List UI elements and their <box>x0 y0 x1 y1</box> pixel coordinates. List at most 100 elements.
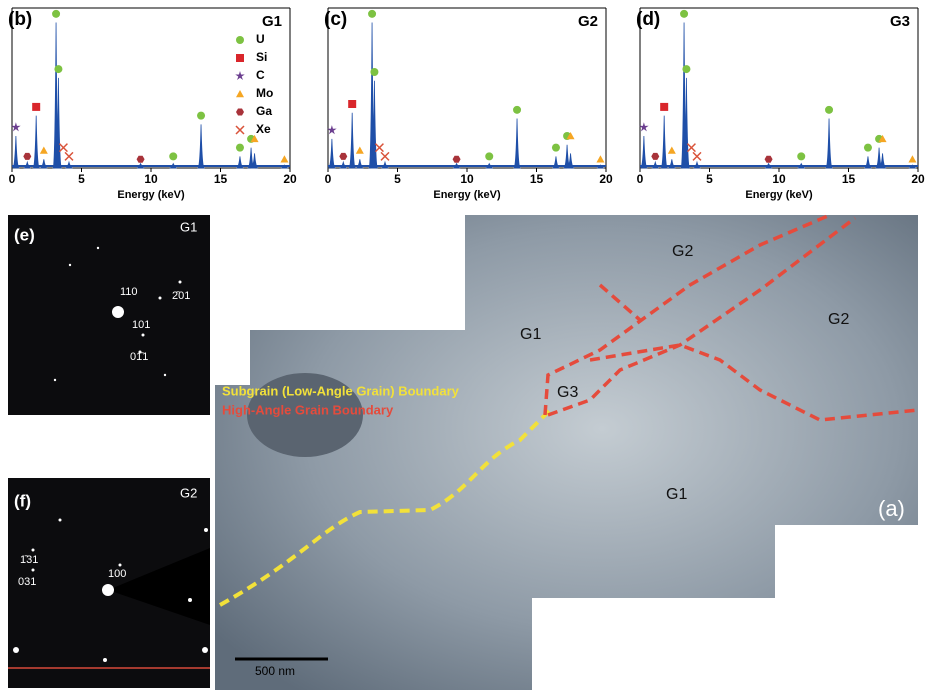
panel-title: G1 <box>262 13 282 30</box>
marker <box>687 144 695 152</box>
legend-symbol <box>235 71 245 80</box>
panel-label: (b) <box>8 9 32 30</box>
panel-label: (e) <box>14 225 35 244</box>
legend-text: Subgrain (Low-Angle Grain) Boundary <box>222 383 460 398</box>
marker <box>668 147 676 154</box>
marker <box>52 10 60 18</box>
legend-label: U <box>256 32 265 46</box>
figure: (e) G1 110 2̄01 101 01̄1 (f) G2 1̄31 031… <box>0 0 932 692</box>
marker <box>552 144 560 152</box>
spot-label: 100 <box>108 568 126 580</box>
x-tick-label: 15 <box>530 172 544 186</box>
marker <box>596 155 604 162</box>
marker <box>370 68 378 76</box>
spot-label: 2̄01 <box>172 290 190 302</box>
marker <box>368 10 376 18</box>
marker <box>381 152 389 160</box>
x-axis-label: Energy (keV) <box>433 189 501 201</box>
legend-symbol <box>236 54 244 62</box>
marker <box>375 144 383 152</box>
grain-label: G2 <box>180 485 197 500</box>
peak <box>641 136 647 168</box>
marker <box>825 106 833 114</box>
marker <box>280 155 288 162</box>
legend-label: Xe <box>256 122 271 136</box>
marker <box>40 147 48 154</box>
marker <box>660 103 668 111</box>
grain-label: G3 <box>557 384 578 401</box>
panel-label: (a) <box>878 496 905 521</box>
grain-label: G1 <box>666 486 687 503</box>
legend-text: High-Angle Grain Boundary <box>222 402 394 417</box>
x-axis-label: Energy (keV) <box>745 189 813 201</box>
peak <box>198 124 204 168</box>
legend-label: C <box>256 68 265 82</box>
peak <box>661 116 667 168</box>
legend-symbol <box>236 36 244 44</box>
grain-label: G2 <box>828 311 849 328</box>
panel-title: G2 <box>578 13 598 30</box>
spot-label: 101 <box>132 319 150 331</box>
marker <box>680 10 688 18</box>
spot-label: 1̄31 <box>20 554 38 566</box>
x-tick-label: 10 <box>144 172 158 186</box>
marker <box>327 125 337 134</box>
marker <box>59 144 67 152</box>
x-tick-label: 0 <box>325 172 332 186</box>
diffraction-e <box>8 215 210 415</box>
legend-label: Ga <box>256 104 272 118</box>
marker <box>23 153 31 160</box>
marker <box>864 144 872 152</box>
grain-label: G1 <box>520 326 541 343</box>
marker <box>65 152 73 160</box>
grain-label: G1 <box>180 219 197 234</box>
marker <box>693 152 701 160</box>
marker <box>639 122 649 131</box>
x-axis-label: Energy (keV) <box>117 189 185 201</box>
legend-label: Si <box>256 50 267 64</box>
marker <box>513 106 521 114</box>
spot-label: 01̄1 <box>130 351 148 363</box>
marker <box>651 153 659 160</box>
panel-label: (c) <box>324 9 347 30</box>
scale-label: 500 nm <box>255 664 295 678</box>
x-tick-label: 20 <box>599 172 613 186</box>
x-tick-label: 5 <box>706 172 713 186</box>
marker <box>236 144 244 152</box>
x-tick-label: 5 <box>394 172 401 186</box>
marker <box>11 122 21 131</box>
marker <box>485 152 493 160</box>
x-tick-label: 10 <box>460 172 474 186</box>
spot-label: 110 <box>120 286 138 298</box>
x-tick-label: 20 <box>283 172 297 186</box>
legend-label: Mo <box>256 86 273 100</box>
marker <box>765 156 773 163</box>
peak <box>33 116 39 168</box>
marker <box>137 156 145 163</box>
panel-title: G3 <box>890 13 910 30</box>
peak <box>13 136 19 168</box>
panel-label: (f) <box>14 491 31 510</box>
marker <box>908 155 916 162</box>
spot-label: 031 <box>18 576 36 588</box>
panel-label: (d) <box>636 9 660 30</box>
x-tick-label: 15 <box>214 172 228 186</box>
x-tick-label: 0 <box>9 172 16 186</box>
marker <box>169 152 177 160</box>
peak <box>826 119 832 168</box>
x-tick-label: 15 <box>842 172 856 186</box>
marker <box>339 153 347 160</box>
marker <box>197 112 205 120</box>
marker <box>356 147 364 154</box>
marker <box>32 103 40 111</box>
peak <box>514 119 520 168</box>
x-tick-label: 20 <box>911 172 925 186</box>
marker <box>54 65 62 73</box>
peak <box>349 113 355 168</box>
legend-symbol <box>236 90 244 97</box>
x-tick-label: 5 <box>78 172 85 186</box>
x-tick-label: 10 <box>772 172 786 186</box>
peak <box>329 139 335 168</box>
marker <box>797 152 805 160</box>
legend-symbol <box>236 126 244 134</box>
